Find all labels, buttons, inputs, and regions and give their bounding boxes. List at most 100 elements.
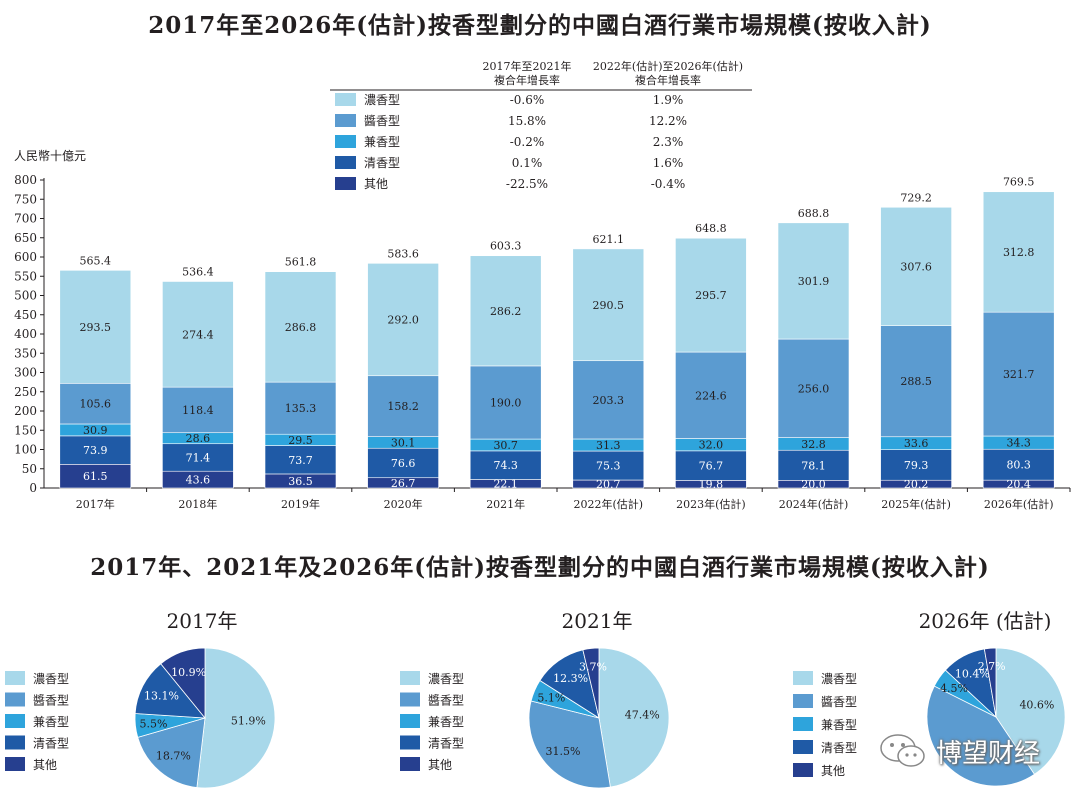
cagr-col2-value: 1.9% bbox=[653, 93, 684, 107]
bar-segment-label: 32.8 bbox=[801, 438, 826, 451]
cagr-col2-value: -0.4% bbox=[651, 177, 686, 191]
bar-segment bbox=[367, 375, 439, 437]
pie-legend-swatch bbox=[793, 717, 813, 731]
pie-slice-label: 31.5% bbox=[545, 745, 580, 758]
bar-segment bbox=[59, 270, 132, 384]
pie-legend-swatch bbox=[400, 735, 420, 750]
pie-slice-label: 12.3% bbox=[553, 672, 588, 685]
pie-legend-label: 清香型 bbox=[821, 741, 857, 755]
cagr-legend-swatch bbox=[335, 156, 356, 169]
bar-segment-label: 288.5 bbox=[900, 375, 932, 388]
bar-segment bbox=[572, 360, 645, 440]
bar-segment-label: 286.8 bbox=[285, 321, 317, 334]
bar-segment-label: 75.3 bbox=[596, 460, 621, 473]
pie-legend-swatch bbox=[400, 671, 420, 685]
bar-segment-label: 76.7 bbox=[699, 460, 724, 473]
bar-segment bbox=[469, 255, 542, 367]
bar-segment bbox=[367, 447, 439, 479]
bar-segment bbox=[880, 325, 952, 438]
pie-slice-label: 4.5% bbox=[940, 682, 968, 695]
bar-segment-label: 20.7 bbox=[596, 478, 621, 491]
cagr-col2-value: 2.3% bbox=[653, 135, 684, 149]
pie-legend-label: 濃香型 bbox=[428, 672, 464, 686]
bar-total-label: 729.2 bbox=[900, 191, 932, 204]
bar-segment-label: 158.2 bbox=[387, 400, 419, 413]
pie-legend-swatch bbox=[793, 694, 813, 708]
pie-title: 2021年 bbox=[562, 609, 633, 633]
y-tick-label: 750 bbox=[14, 192, 37, 206]
bar-segment-label: 22.1 bbox=[493, 478, 518, 491]
bar-segment-label: 32.0 bbox=[699, 439, 724, 452]
x-tick-label: 2023年(估計) bbox=[676, 497, 746, 511]
pie-section-title: 2017年、2021年及2026年(估計)按香型劃分的中國白酒行業市場規模(按收… bbox=[90, 554, 990, 581]
bar-segment-label: 26.7 bbox=[391, 477, 416, 490]
bar-segment-label: 36.5 bbox=[288, 475, 313, 488]
bar-segment-label: 73.9 bbox=[83, 444, 108, 457]
watermark: 博望财经 bbox=[878, 731, 1068, 771]
pie-slice bbox=[582, 647, 600, 719]
pie-slice-label: 13.1% bbox=[144, 690, 179, 703]
y-tick-label: 700 bbox=[14, 212, 37, 226]
pie-slice-label: 40.6% bbox=[1019, 699, 1054, 712]
pie-slice bbox=[137, 717, 206, 788]
bar-segment-label: 321.7 bbox=[1003, 368, 1035, 381]
bar-segment-label: 295.7 bbox=[695, 289, 727, 302]
pie-legend-swatch bbox=[5, 671, 25, 685]
bar-total-label: 688.8 bbox=[798, 207, 830, 220]
pie-slice-label: 47.4% bbox=[625, 708, 660, 721]
bar-segment-label: 135.3 bbox=[285, 402, 317, 415]
y-tick-label: 800 bbox=[14, 173, 37, 187]
bar-segment-label: 301.9 bbox=[798, 275, 830, 288]
bar-segment bbox=[675, 450, 747, 481]
y-tick-label: 250 bbox=[14, 385, 37, 399]
bar-segment-label: 34.3 bbox=[1006, 437, 1031, 450]
pie-legend-swatch bbox=[400, 692, 420, 707]
x-tick-label: 2018年 bbox=[178, 497, 217, 511]
pie-legend-label: 其他 bbox=[821, 764, 845, 778]
cagr-col1-value: -0.2% bbox=[510, 135, 545, 149]
bar-segment-label: 203.3 bbox=[593, 394, 625, 407]
pie-slice-label: 10.9% bbox=[171, 666, 206, 679]
pie-slice bbox=[995, 647, 1066, 775]
bar-segment-label: 31.3 bbox=[596, 439, 621, 452]
bar-segment-label: 118.4 bbox=[182, 404, 214, 417]
bar-segment bbox=[469, 450, 542, 480]
cagr-row-label: 清香型 bbox=[364, 156, 400, 170]
cagr-col1-value: -0.6% bbox=[510, 93, 545, 107]
cagr-col2-value: 12.2% bbox=[649, 114, 687, 128]
pie-legend-label: 醬香型 bbox=[428, 693, 464, 708]
bar-segment bbox=[982, 191, 1055, 313]
y-tick-label: 50 bbox=[22, 462, 37, 476]
pie-legend-label: 醬香型 bbox=[821, 694, 857, 709]
bar-segment-label: 256.0 bbox=[798, 382, 830, 395]
pie-legend-swatch bbox=[793, 763, 813, 777]
bar-total-label: 561.8 bbox=[285, 256, 317, 269]
pie-legend-label: 醬香型 bbox=[33, 693, 69, 708]
y-tick-label: 450 bbox=[14, 308, 37, 322]
pie-slice-label: 2.7% bbox=[978, 660, 1006, 673]
bar-total-label: 603.3 bbox=[490, 240, 522, 253]
cagr-row-label: 醬香型 bbox=[364, 113, 400, 128]
cagr-col1-value: 0.1% bbox=[512, 156, 543, 170]
cagr-col2-subheader: 複合年增長率 bbox=[635, 73, 701, 87]
bar-segment bbox=[880, 449, 952, 481]
bar-segment-label: 30.9 bbox=[83, 424, 108, 437]
bar-segment bbox=[162, 281, 234, 388]
bar-segment-label: 43.6 bbox=[186, 474, 211, 487]
x-tick-label: 2019年 bbox=[281, 497, 320, 511]
bar-segment-label: 29.5 bbox=[288, 434, 313, 447]
bar-segment bbox=[367, 263, 439, 377]
main-chart-title: 2017年至2026年(估計)按香型劃分的中國白酒行業市場規模(按收入計) bbox=[148, 12, 932, 39]
bar-total-label: 769.5 bbox=[1003, 176, 1035, 189]
bar-segment bbox=[264, 271, 337, 383]
pie-slice bbox=[598, 647, 670, 788]
pie-slice-label: 5.5% bbox=[140, 718, 168, 731]
pie-slice-label: 18.7% bbox=[156, 749, 191, 762]
bar-total-label: 648.8 bbox=[695, 222, 727, 235]
bar-total-label: 583.6 bbox=[387, 247, 419, 260]
bar-segment-label: 312.8 bbox=[1003, 246, 1035, 259]
x-tick-label: 2022年(估計) bbox=[574, 497, 644, 511]
pie-slice bbox=[926, 685, 1035, 787]
bar-segment-label: 105.6 bbox=[80, 398, 112, 411]
